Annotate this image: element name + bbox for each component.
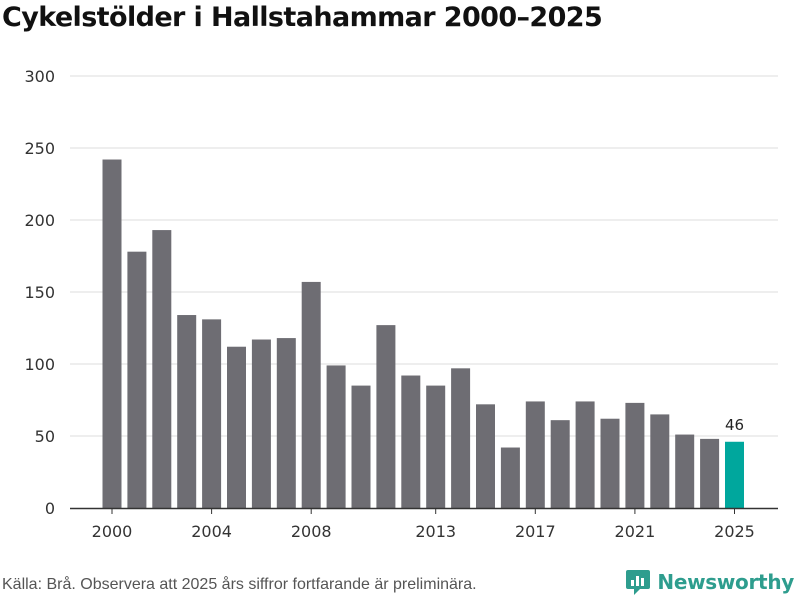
brand-name: Newsworthy: [657, 570, 794, 594]
chart-title: Cykelstölder i Hallstahammar 2000–2025: [2, 2, 603, 33]
x-tick-label-2000: 2000: [92, 522, 133, 541]
bar-2020: [600, 418, 620, 508]
bar-2008: [301, 281, 321, 508]
bar-2002: [152, 230, 172, 508]
newsworthy-logo-icon: [626, 570, 651, 595]
bar-2007: [276, 338, 296, 508]
bar-2000: [102, 159, 122, 508]
y-tick-label-0: 0: [45, 499, 55, 518]
bar-2022: [650, 414, 670, 508]
bar-2014: [451, 368, 471, 508]
bar-2001: [127, 251, 147, 508]
bar-2023: [675, 434, 695, 508]
bar-2012: [401, 375, 421, 508]
bar-2019: [575, 401, 595, 508]
bar-2004: [202, 319, 222, 508]
x-tick-label-2017: 2017: [515, 522, 556, 541]
x-tick-label-2025: 2025: [714, 522, 755, 541]
bars: [102, 159, 744, 508]
y-tick-label-200: 200: [24, 211, 55, 230]
y-tick-label-100: 100: [24, 355, 55, 374]
bar-2011: [376, 325, 396, 508]
bar-2009: [326, 365, 346, 508]
bar-2025: [725, 441, 744, 508]
bar-2024: [700, 438, 720, 508]
bar-2005: [227, 346, 246, 508]
y-axis-tick-labels: 0 50 100 150 200 250 300: [24, 67, 55, 518]
data-label-2025: 46: [725, 416, 744, 434]
data-labels: 46: [725, 416, 744, 434]
x-axis-ticks: 2000 2004 2008 2013 2017 2021 2025: [92, 508, 755, 541]
bar-2017: [525, 401, 545, 508]
bar-2006: [251, 339, 271, 508]
x-tick-label-2021: 2021: [615, 522, 656, 541]
bar-2010: [351, 385, 371, 508]
source-note: Källa: Brå. Observera att 2025 års siffr…: [2, 576, 477, 593]
y-tick-label-50: 50: [35, 427, 55, 446]
bar-2018: [550, 420, 570, 508]
y-tick-label-150: 150: [24, 283, 55, 302]
y-tick-label-250: 250: [24, 139, 55, 158]
bar-2003: [177, 315, 197, 508]
bar-2013: [426, 385, 446, 508]
x-tick-label-2008: 2008: [291, 522, 332, 541]
gridlines: [70, 75, 778, 437]
bar-2015: [476, 404, 495, 508]
brand-logo: Newsworthy: [625, 568, 794, 596]
bar-2016: [500, 447, 520, 508]
y-tick-label-300: 300: [24, 67, 55, 86]
x-tick-label-2004: 2004: [191, 522, 232, 541]
x-tick-label-2013: 2013: [415, 522, 456, 541]
bar-2021: [625, 402, 645, 508]
